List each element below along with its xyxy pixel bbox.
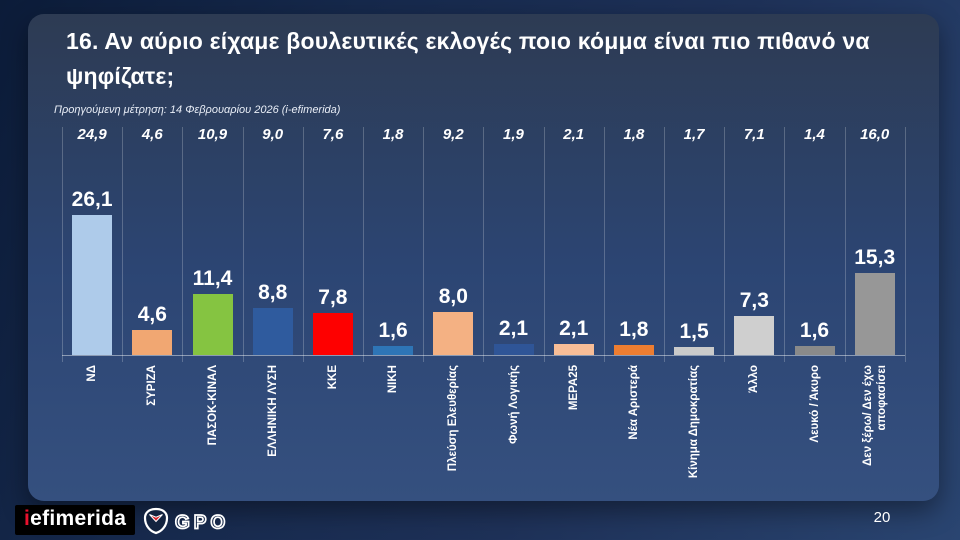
- bar-value-label: 8,8: [258, 280, 288, 304]
- bar: [373, 346, 414, 355]
- previous-value-label: 1,9: [503, 126, 524, 143]
- gridline: [904, 127, 906, 362]
- bar-chart: 24,9 26,1 ΝΔ 4,6 4,6 ΣΥΡΙΖΑ 10,9 11,4 ΠΑΣΟΚ-ΚΙΝΑ…: [28, 14, 939, 501]
- previous-value-label: 10,9: [197, 126, 228, 143]
- gridline: [784, 127, 786, 362]
- bar: [493, 343, 534, 355]
- bar: [854, 272, 895, 355]
- iefimerida-logo: iefimerida: [15, 505, 136, 535]
- previous-value-label: 1,8: [382, 126, 404, 143]
- previous-value-label: 24,9: [77, 126, 107, 143]
- bar: [734, 315, 775, 355]
- bar-value-label: 11,4: [192, 266, 233, 290]
- gridline: [423, 127, 425, 362]
- category-label: ΠΑΣΟΚ-ΚΙΝΑΛ: [206, 365, 219, 446]
- gridline: [844, 127, 846, 362]
- bar-value-label: 7,8: [318, 286, 348, 310]
- category-label: Δεν ξέρω/ Δεν έχω αποφασίσει: [861, 365, 888, 467]
- category-label: ΜΕΡΑ25: [567, 365, 580, 411]
- bar: [192, 293, 233, 355]
- previous-value-label: 1,7: [683, 126, 705, 143]
- category-label: ΝΙΚΗ: [386, 365, 399, 394]
- gridline: [543, 127, 545, 362]
- gridline: [603, 127, 605, 362]
- gridline: [62, 127, 63, 362]
- bar: [553, 343, 594, 355]
- previous-value-label: 9,0: [262, 126, 284, 143]
- bar-value-label: 7,3: [739, 288, 769, 312]
- bar-value-label: 2,1: [559, 316, 589, 340]
- bar: [72, 214, 113, 355]
- page-number: 20: [873, 509, 891, 526]
- bar: [794, 346, 835, 355]
- bar: [252, 307, 293, 355]
- gridline: [302, 127, 304, 362]
- category-label: Λευκό / Άκυρο: [808, 365, 821, 443]
- gridline: [483, 127, 485, 362]
- footer: iefimerida GPO 20: [0, 503, 960, 540]
- gpo-logo-text: GPO: [175, 513, 229, 534]
- gpo-logo: GPO: [143, 507, 229, 534]
- bar: [312, 313, 353, 355]
- previous-value-label: 16,0: [860, 126, 890, 143]
- gridline: [122, 127, 124, 362]
- category-label: Πλεύση Ελευθερίας: [447, 365, 460, 472]
- gpo-chevron-icon: [149, 514, 163, 523]
- category-label: ΚΚΕ: [326, 365, 339, 390]
- iefimerida-logo-rest: efimerida: [30, 507, 127, 530]
- iefimerida-logo-i: i: [24, 507, 31, 530]
- category-label: ΝΔ: [85, 365, 98, 382]
- gridline: [724, 127, 726, 362]
- gridline: [182, 127, 184, 362]
- previous-value-label: 1,4: [804, 126, 825, 143]
- previous-value-label: 4,6: [141, 126, 163, 143]
- previous-measurement-note: Προηγούμενη μέτρηση: 14 Φεβρουαρίου 2026…: [54, 104, 341, 116]
- category-label: ΕΛΛΗΝΙΚΗ ΛΥΣΗ: [266, 365, 279, 457]
- bar-value-label: 4,6: [137, 303, 167, 327]
- previous-value-label: 7,1: [743, 126, 765, 143]
- bar: [613, 345, 654, 355]
- page-title: 16. Αν αύριο είχαμε βουλευτικές εκλογές …: [66, 28, 870, 89]
- category-label: Κίνημα Δημοκρατίας: [687, 365, 700, 479]
- bar: [132, 330, 173, 355]
- category-label: ΣΥΡΙΖΑ: [146, 365, 159, 406]
- previous-value-label: 2,1: [563, 126, 585, 143]
- bar-value-label: 15,3: [854, 245, 896, 269]
- bar: [433, 312, 474, 355]
- slide-card: 16. Αν αύριο είχαμε βουλευτικές εκλογές …: [28, 14, 939, 501]
- axis-baseline: [62, 355, 905, 356]
- gridline: [242, 127, 244, 362]
- category-label: Φωνή Λογικής: [507, 365, 520, 445]
- bar-value-label: 2,1: [498, 316, 529, 340]
- bar-value-label: 1,5: [679, 319, 709, 343]
- bar: [674, 346, 715, 355]
- previous-value-label: 7,6: [322, 126, 344, 143]
- bar-value-label: 1,6: [378, 319, 408, 343]
- category-label: Νέα Αριστερά: [627, 365, 640, 440]
- bar-value-label: 1,6: [799, 319, 830, 343]
- bar-value-label: 1,8: [619, 318, 649, 342]
- previous-value-label: 1,8: [623, 126, 645, 143]
- previous-value-label: 9,2: [442, 126, 464, 143]
- category-label: Άλλο: [748, 365, 761, 393]
- bar-value-label: 8,0: [438, 285, 468, 309]
- gridline: [664, 127, 665, 362]
- bar-value-label: 26,1: [71, 187, 113, 211]
- gridline: [363, 127, 364, 362]
